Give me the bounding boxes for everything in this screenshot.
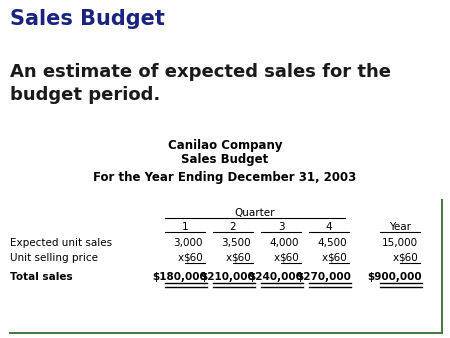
- Text: x: x: [274, 253, 280, 263]
- Text: $60: $60: [398, 253, 418, 263]
- Text: $240,000: $240,000: [248, 272, 303, 282]
- Text: Unit selling price: Unit selling price: [10, 253, 98, 263]
- Text: $60: $60: [183, 253, 203, 263]
- Text: 3: 3: [278, 222, 284, 232]
- Text: $60: $60: [231, 253, 251, 263]
- Text: 1: 1: [182, 222, 188, 232]
- Text: Year: Year: [389, 222, 411, 232]
- Text: x: x: [226, 253, 232, 263]
- Text: x: x: [393, 253, 399, 263]
- Text: Canilao Company: Canilao Company: [168, 139, 282, 151]
- Text: Expected unit sales: Expected unit sales: [10, 238, 112, 248]
- Text: For the Year Ending December 31, 2003: For the Year Ending December 31, 2003: [94, 170, 356, 184]
- Text: 3,500: 3,500: [221, 238, 251, 248]
- Text: $210,000: $210,000: [200, 272, 255, 282]
- Text: 4: 4: [326, 222, 332, 232]
- Text: 4,500: 4,500: [317, 238, 347, 248]
- Text: Quarter: Quarter: [235, 208, 275, 218]
- Text: $270,000: $270,000: [296, 272, 351, 282]
- Text: Sales Budget: Sales Budget: [181, 153, 269, 167]
- Text: 3,000: 3,000: [174, 238, 203, 248]
- Text: $180,000: $180,000: [152, 272, 207, 282]
- Text: An estimate of expected sales for the
budget period.: An estimate of expected sales for the bu…: [10, 63, 391, 104]
- Text: $60: $60: [279, 253, 299, 263]
- Text: x: x: [178, 253, 184, 263]
- Text: x: x: [322, 253, 328, 263]
- Text: 15,000: 15,000: [382, 238, 418, 248]
- Text: $60: $60: [327, 253, 347, 263]
- Text: 4,000: 4,000: [270, 238, 299, 248]
- Text: Sales Budget: Sales Budget: [10, 9, 165, 29]
- Text: Total sales: Total sales: [10, 272, 72, 282]
- Text: 2: 2: [230, 222, 236, 232]
- Text: $900,000: $900,000: [367, 272, 422, 282]
